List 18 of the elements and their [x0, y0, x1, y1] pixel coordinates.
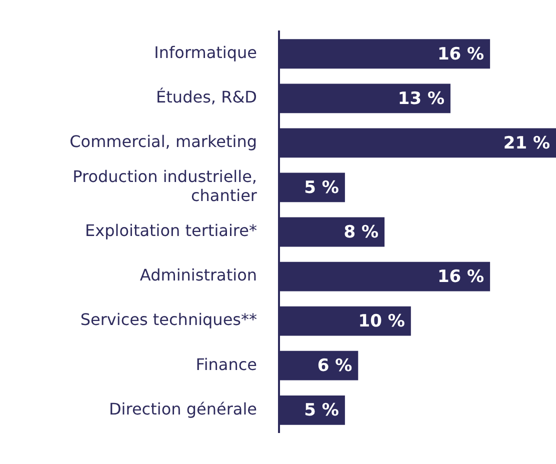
data-label: 10 % — [358, 311, 405, 332]
y-tick-label: Commercial, marketing — [70, 132, 257, 152]
data-label: 6 % — [317, 356, 352, 376]
y-tick-label: Services techniques** — [80, 310, 257, 330]
y-tick-label: Études, R&D — [156, 88, 257, 107]
y-tick-label: Informatique — [154, 43, 257, 62]
data-label: 13 % — [398, 88, 444, 109]
data-label: 21 % — [503, 133, 550, 154]
y-tick-label: Administration — [140, 266, 257, 285]
data-label: 16 % — [437, 266, 484, 287]
y-tick-label: Exploitation tertiaire* — [85, 221, 257, 240]
y-tick-label: Production industrielle, chantier — [72, 167, 258, 206]
data-label: 8 % — [344, 222, 379, 242]
data-label: 5 % — [304, 400, 339, 421]
y-tick-label: Direction générale — [108, 399, 257, 418]
data-label: 16 % — [437, 44, 484, 64]
data-label: 5 % — [304, 178, 339, 198]
y-tick-label: Finance — [196, 354, 257, 374]
